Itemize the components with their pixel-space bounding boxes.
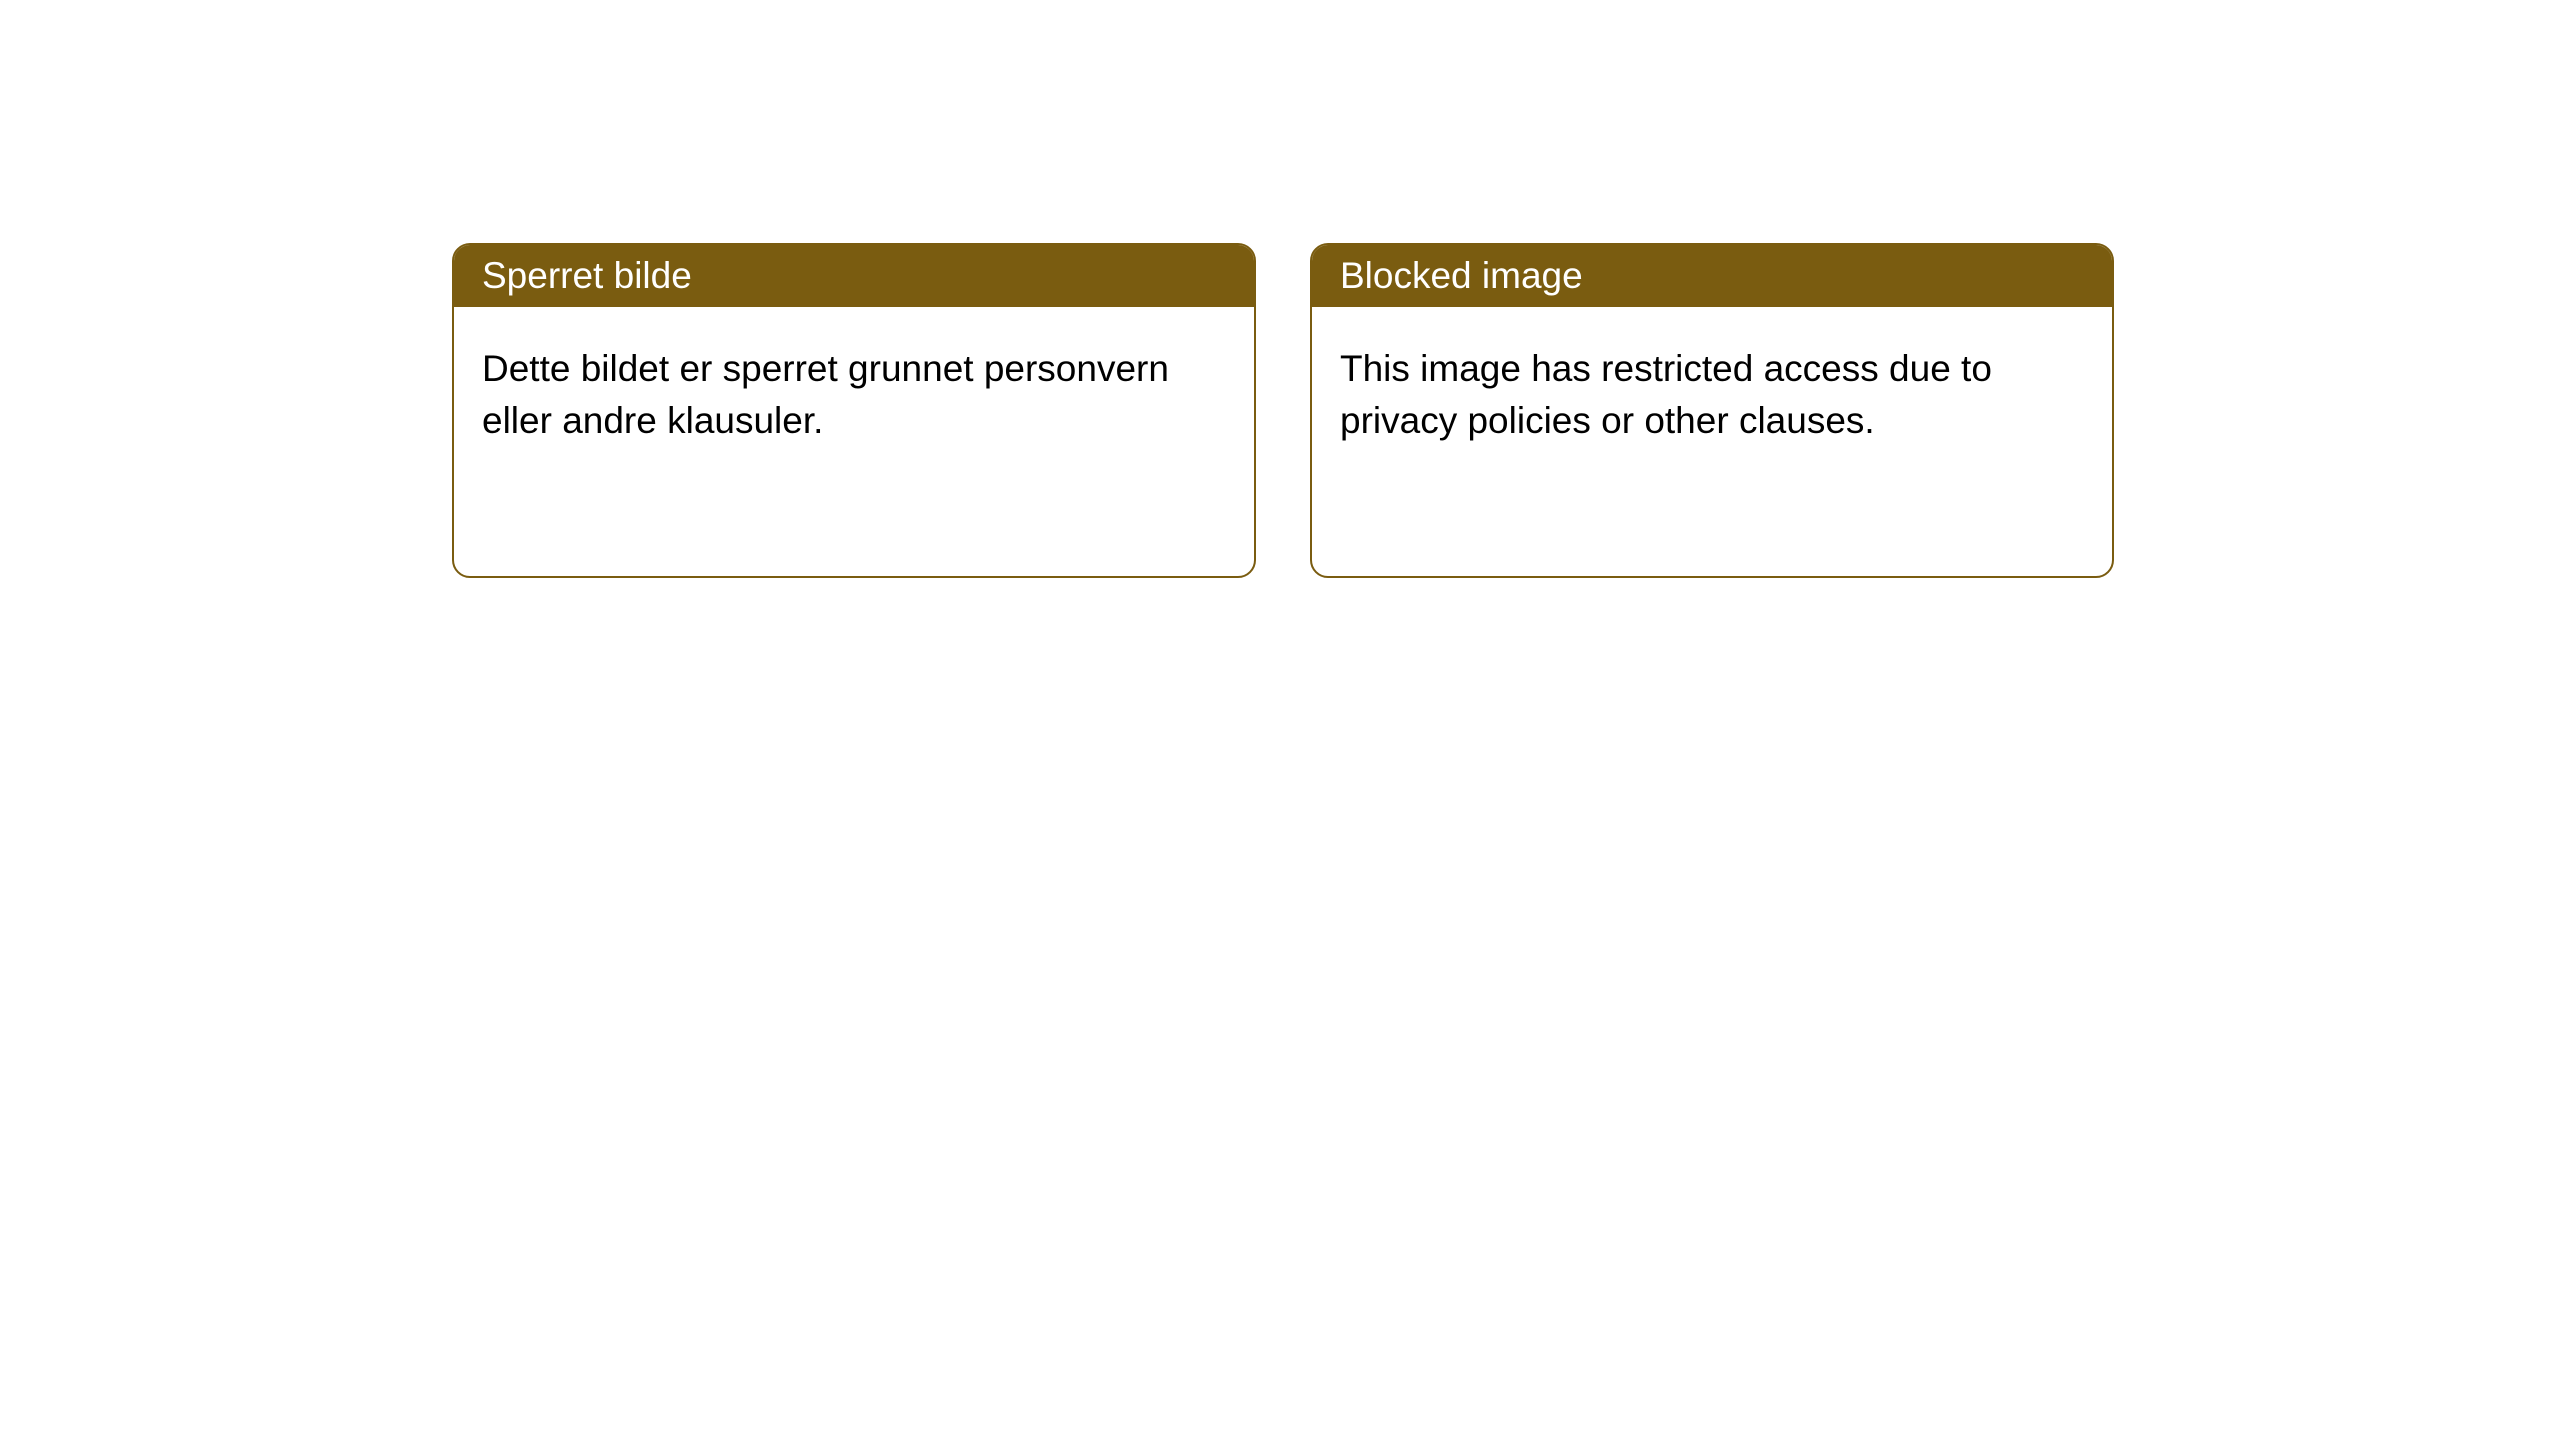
notice-box-norwegian: Sperret bilde Dette bildet er sperret gr… bbox=[452, 243, 1256, 578]
notice-container: Sperret bilde Dette bildet er sperret gr… bbox=[0, 0, 2560, 578]
notice-header: Blocked image bbox=[1312, 245, 2112, 307]
notice-header: Sperret bilde bbox=[454, 245, 1254, 307]
notice-box-english: Blocked image This image has restricted … bbox=[1310, 243, 2114, 578]
notice-body: This image has restricted access due to … bbox=[1312, 307, 2112, 483]
notice-body: Dette bildet er sperret grunnet personve… bbox=[454, 307, 1254, 483]
